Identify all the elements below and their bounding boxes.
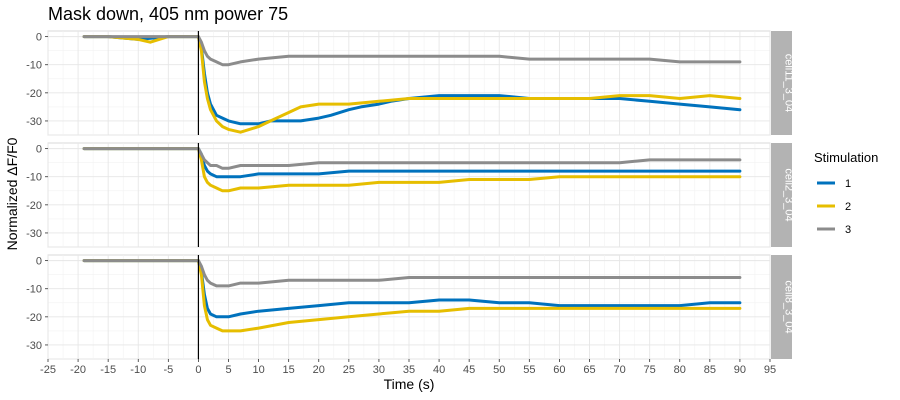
- x-tick-label: 5: [225, 364, 231, 376]
- facet-strip-label: cell11_3_04: [783, 54, 795, 113]
- facet-panel-cell2_3_04: 0 -10 -20 -30 cell2_3_04: [26, 142, 795, 248]
- legend: Stimulation 1 2 3: [814, 150, 878, 236]
- legend-label-3: 3: [845, 224, 851, 236]
- x-tick-label: 10: [252, 364, 264, 376]
- chart-title: Mask down, 405 nm power 75: [48, 4, 288, 24]
- y-tick-label: -20: [26, 200, 42, 212]
- x-tick-label: 30: [373, 364, 385, 376]
- y-tick-label: -10: [26, 172, 42, 184]
- x-tick-label: 40: [433, 364, 445, 376]
- y-axis-title: Normalized ΔF/F0: [4, 137, 20, 250]
- y-tick-label: 0: [36, 32, 42, 44]
- x-tick-label: 75: [644, 364, 656, 376]
- x-tick-label: 15: [283, 364, 295, 376]
- x-tick-label: 50: [493, 364, 505, 376]
- facet-strip: [771, 143, 792, 247]
- x-tick-label: -5: [163, 364, 173, 376]
- x-tick-label: 85: [704, 364, 716, 376]
- facet-panel-cell11_3_04: 0 -10 -20 -30 cell11_3_04: [26, 30, 795, 136]
- x-tick-label: 95: [764, 364, 776, 376]
- x-tick-label: 55: [523, 364, 535, 376]
- facet-strip-label: cell8_3_04: [783, 280, 795, 333]
- facet-strip: [771, 255, 792, 359]
- x-tick-label: 45: [463, 364, 475, 376]
- facet-panels: 0 -10 -20 -30 cell11_3_04 0 -10 -20 -30 cell2_3_0…: [26, 30, 795, 360]
- y-tick-label: -20: [26, 88, 42, 100]
- x-tick-label: 60: [553, 364, 565, 376]
- legend-label-2: 2: [845, 201, 851, 213]
- y-tick-label: 0: [36, 144, 42, 156]
- y-tick-label: 0: [36, 256, 42, 268]
- y-tick-label: -30: [26, 116, 42, 128]
- x-tick-label: 90: [734, 364, 746, 376]
- x-tick-label: -15: [100, 364, 116, 376]
- x-tick-label: 70: [613, 364, 625, 376]
- x-axis: -25 -20 -15 -10 -5 0 5 10 15 20 25 30 35 40 45 50 55 60 65…: [40, 359, 776, 376]
- x-tick-label: 0: [195, 364, 201, 376]
- x-tick-label: 25: [343, 364, 355, 376]
- y-tick-label: -30: [26, 340, 42, 352]
- facet-panel-cell8_3_04: 0 -10 -20 -30 cell8_3_04: [26, 254, 795, 360]
- x-axis-title: Time (s): [384, 376, 435, 392]
- x-tick-label: 80: [674, 364, 686, 376]
- x-tick-label: -20: [70, 364, 86, 376]
- y-tick-label: -20: [26, 312, 42, 324]
- facet-strip-label: cell2_3_04: [783, 168, 795, 221]
- y-tick-label: -30: [26, 228, 42, 240]
- legend-label-1: 1: [845, 178, 851, 190]
- x-tick-label: 20: [313, 364, 325, 376]
- y-tick-label: -10: [26, 284, 42, 296]
- y-tick-label: -10: [26, 60, 42, 72]
- legend-title: Stimulation: [814, 150, 878, 165]
- facet-strip: [771, 31, 792, 135]
- x-tick-label: -10: [130, 364, 146, 376]
- x-tick-label: 35: [403, 364, 415, 376]
- x-tick-label: -25: [40, 364, 56, 376]
- x-tick-label: 65: [583, 364, 595, 376]
